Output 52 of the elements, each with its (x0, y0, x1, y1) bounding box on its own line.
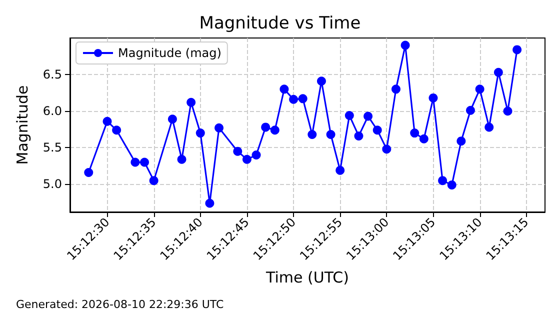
point (140, 158, 150, 167)
point (280, 84, 289, 94)
point (428, 93, 438, 102)
point (336, 166, 345, 175)
point (382, 144, 392, 154)
point (344, 111, 354, 120)
point (400, 40, 410, 50)
point (410, 128, 420, 138)
point (466, 106, 475, 115)
y-tick-label: 6.5 (42, 68, 62, 82)
x-axis-title: Time (UTC) (265, 268, 349, 286)
point (261, 122, 270, 132)
text: Generated: 2026-08-10 22:29:36 UTC (16, 298, 224, 311)
point (475, 84, 484, 94)
point (130, 158, 140, 167)
point (233, 146, 242, 156)
point (484, 122, 494, 132)
point (447, 180, 456, 190)
point (316, 76, 326, 86)
point (372, 126, 382, 135)
point (494, 68, 503, 77)
point (252, 150, 261, 160)
point (84, 168, 94, 178)
point (242, 154, 252, 164)
point (298, 94, 308, 104)
point (149, 176, 158, 186)
y-tick-label: 5.0 (42, 177, 62, 192)
point (438, 176, 448, 186)
point (391, 84, 400, 94)
point (196, 128, 205, 138)
point (112, 126, 122, 135)
y-tick-label: 5.5 (42, 140, 62, 155)
point (177, 154, 186, 164)
point (205, 198, 214, 208)
point (419, 134, 428, 144)
point (270, 126, 280, 135)
point (364, 112, 373, 121)
point (168, 114, 177, 124)
point (214, 123, 224, 132)
point (456, 136, 466, 146)
point (308, 130, 317, 139)
point (289, 94, 298, 104)
chart-title: Magnitude vs Time (199, 14, 361, 34)
y-axis-title: Magnitude (14, 85, 32, 165)
point (186, 98, 196, 107)
y-tick-label: 6.0 (42, 104, 62, 118)
point (326, 130, 336, 139)
point (102, 116, 112, 126)
point (354, 131, 364, 140)
point (503, 106, 512, 116)
point (512, 45, 522, 54)
legend-label: Magnitude (mag) (118, 46, 222, 60)
